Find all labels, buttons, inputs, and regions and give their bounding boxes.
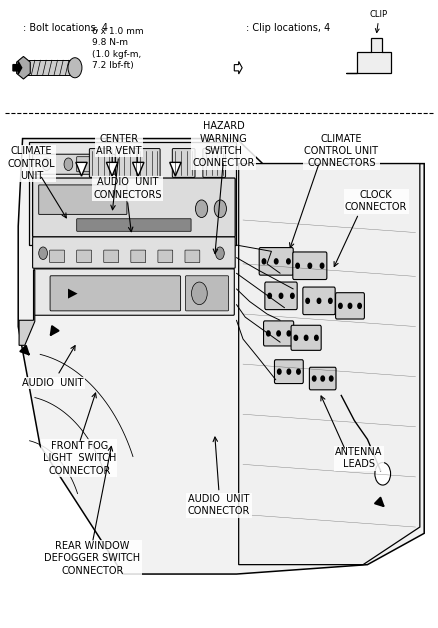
Circle shape [262,259,266,264]
FancyBboxPatch shape [303,287,335,315]
FancyBboxPatch shape [264,321,293,346]
Circle shape [275,259,278,264]
Circle shape [287,259,290,264]
Text: AUDIO  UNIT
CONNECTOR: AUDIO UNIT CONNECTOR [188,494,250,516]
Circle shape [296,263,299,268]
Text: REAR WINDOW
DEFOGGER SWITCH
CONNECTOR: REAR WINDOW DEFOGGER SWITCH CONNECTOR [44,541,141,576]
Circle shape [279,293,283,298]
Circle shape [268,293,272,298]
Circle shape [312,376,316,381]
Circle shape [191,282,207,305]
Circle shape [287,331,291,336]
Text: HAZARD
WARNING
SWITCH
CONNECTOR: HAZARD WARNING SWITCH CONNECTOR [192,121,254,168]
Text: 7.2 lbf-ft): 7.2 lbf-ft) [92,61,134,70]
Polygon shape [133,163,144,176]
Circle shape [358,303,361,308]
FancyBboxPatch shape [32,237,235,268]
Polygon shape [170,163,181,176]
Circle shape [308,263,311,268]
Circle shape [375,462,391,485]
Circle shape [214,200,226,217]
Polygon shape [13,62,22,74]
Circle shape [277,331,280,336]
Circle shape [339,303,342,308]
FancyBboxPatch shape [293,252,327,279]
Circle shape [306,298,309,303]
Polygon shape [106,163,118,176]
Circle shape [320,263,324,268]
FancyBboxPatch shape [291,325,321,350]
Polygon shape [29,142,237,245]
FancyBboxPatch shape [77,250,92,263]
Polygon shape [17,57,30,79]
Circle shape [278,369,281,374]
Circle shape [297,369,300,374]
Circle shape [68,58,82,78]
FancyBboxPatch shape [49,250,64,263]
Text: CLIMATE
CONTROL
UNIT: CLIMATE CONTROL UNIT [7,146,55,181]
Circle shape [348,303,352,308]
Circle shape [329,376,333,381]
FancyBboxPatch shape [131,250,146,263]
FancyBboxPatch shape [185,276,229,311]
FancyBboxPatch shape [32,178,235,237]
FancyBboxPatch shape [138,149,160,177]
Text: : Bolt locations, 4: : Bolt locations, 4 [24,23,109,33]
Text: AUDIO  UNIT: AUDIO UNIT [22,378,84,388]
FancyBboxPatch shape [309,367,336,390]
FancyBboxPatch shape [89,149,112,177]
FancyBboxPatch shape [259,247,293,275]
Text: 6 x 1.0 mm: 6 x 1.0 mm [92,27,144,36]
Polygon shape [18,139,424,574]
FancyBboxPatch shape [116,149,138,177]
Text: CLIMATE
CONTROL UNIT
CONNECTORS: CLIMATE CONTROL UNIT CONNECTORS [304,134,378,168]
FancyBboxPatch shape [39,185,127,214]
Text: AUDIO  UNIT
CONNECTORS: AUDIO UNIT CONNECTORS [93,178,162,200]
FancyBboxPatch shape [265,282,297,310]
Polygon shape [346,38,392,73]
Text: ▶: ▶ [68,287,78,300]
Circle shape [321,376,325,381]
FancyBboxPatch shape [172,149,195,177]
Circle shape [64,158,73,171]
Polygon shape [19,270,35,345]
Polygon shape [27,60,75,75]
Polygon shape [76,163,87,176]
Text: (1.0 kgf-m,: (1.0 kgf-m, [92,50,141,58]
FancyBboxPatch shape [275,360,303,384]
Circle shape [317,298,321,303]
Circle shape [304,335,308,340]
FancyBboxPatch shape [34,269,234,315]
FancyBboxPatch shape [104,250,119,263]
FancyBboxPatch shape [50,276,180,311]
Text: : Clip locations, 4: : Clip locations, 4 [246,23,330,33]
Text: FRONT FOG
LIGHT  SWITCH
CONNECTOR: FRONT FOG LIGHT SWITCH CONNECTOR [42,441,116,475]
Circle shape [39,247,47,259]
FancyBboxPatch shape [336,293,364,319]
Circle shape [291,293,294,298]
FancyBboxPatch shape [203,149,226,177]
Circle shape [195,200,208,217]
Circle shape [215,247,224,259]
FancyBboxPatch shape [185,250,200,263]
Circle shape [294,335,297,340]
FancyBboxPatch shape [32,154,115,174]
Circle shape [42,158,51,171]
FancyBboxPatch shape [77,157,113,172]
Text: 9.8 N-m: 9.8 N-m [92,38,128,47]
Circle shape [267,331,270,336]
Text: CLOCK
CONNECTOR: CLOCK CONNECTOR [345,190,407,212]
Text: CENTER
AIR VENT: CENTER AIR VENT [96,134,141,156]
Text: ANTENNA
LEADS: ANTENNA LEADS [335,447,382,469]
Polygon shape [239,164,420,565]
FancyBboxPatch shape [158,250,173,263]
Circle shape [287,369,291,374]
Circle shape [314,335,318,340]
Circle shape [328,298,332,303]
Polygon shape [234,62,242,74]
Text: CLIP: CLIP [369,10,388,19]
FancyBboxPatch shape [77,219,191,231]
